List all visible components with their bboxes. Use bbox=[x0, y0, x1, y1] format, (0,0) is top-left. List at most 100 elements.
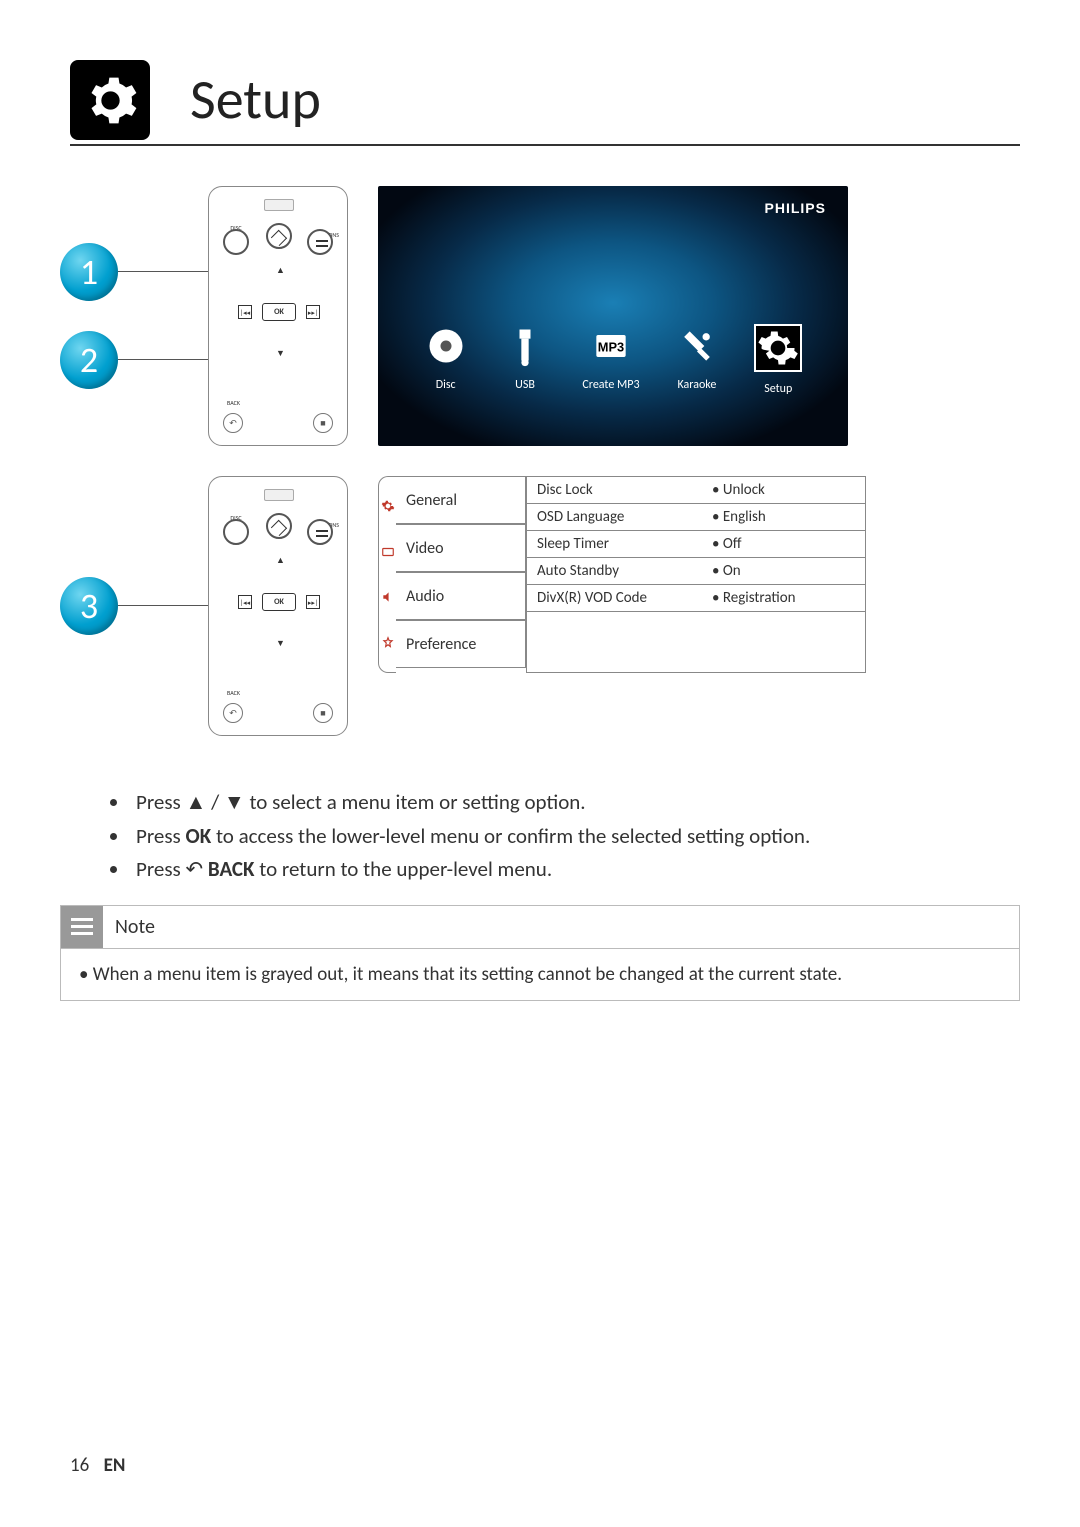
tv-item-disc: Disc bbox=[424, 324, 468, 396]
setup-gear-badge bbox=[70, 60, 150, 140]
eject-button-icon bbox=[264, 489, 294, 501]
note-box: Note When a menu item is grayed out, it … bbox=[60, 905, 1020, 1001]
tv-item-usb: USB bbox=[503, 324, 547, 396]
tv-item-label: Karaoke bbox=[677, 378, 716, 392]
page-footer: 16 EN bbox=[70, 1454, 125, 1477]
up-arrow-icon: ▲ bbox=[276, 265, 285, 276]
tab-label: General bbox=[406, 491, 457, 510]
home-button-icon bbox=[266, 513, 292, 539]
settings-tab-preference: Preference bbox=[396, 620, 526, 668]
page-lang: EN bbox=[104, 1454, 126, 1477]
settings-menu-screenshot: General Video Audio Preference Disc Lock• U… bbox=[378, 476, 866, 673]
step-connector bbox=[118, 271, 208, 272]
tv-item-label: Create MP3 bbox=[582, 378, 639, 392]
remote-diagram-top: DISCMENU OPTIONS ▲ ▼ |◂◂ OK ▸▸| BACK ↶ ■ bbox=[208, 186, 348, 446]
prev-button-icon: |◂◂ bbox=[238, 305, 252, 319]
usb-icon bbox=[503, 324, 547, 368]
options-button-icon bbox=[307, 519, 333, 545]
settings-row: Sleep Timer• Off bbox=[527, 531, 865, 558]
setting-key: Sleep Timer bbox=[527, 531, 702, 557]
instruction-list: Press ▲ / ▼ to select a menu item or set… bbox=[60, 786, 1020, 887]
steps-column-top: 1 2 bbox=[60, 186, 208, 446]
tab-label: Preference bbox=[406, 635, 476, 654]
instruction-item: Press ▲ / ▼ to select a menu item or set… bbox=[130, 786, 1020, 820]
step-connector bbox=[118, 359, 208, 360]
ok-button-icon: OK bbox=[262, 593, 296, 611]
mp3-icon: MP3 bbox=[589, 324, 633, 368]
setting-value: • Off bbox=[702, 531, 865, 557]
setup-icon bbox=[754, 324, 802, 372]
row-top: 1 2 DISCMENU OPTIONS ▲ ▼ |◂◂ bbox=[60, 186, 1020, 446]
tv-menu-screenshot: PHILIPS Disc USB MP3 Create MP3 Karaoke Setup bbox=[378, 186, 848, 446]
instruction-item: Press ↶ BACK to return to the upper-leve… bbox=[130, 853, 1020, 887]
step-badge-3: 3 bbox=[60, 577, 118, 635]
setting-value: • Registration bbox=[702, 585, 865, 611]
options-button-icon bbox=[307, 229, 333, 255]
setting-value: • Unlock bbox=[702, 477, 865, 503]
dpad: ▲ ▼ |◂◂ OK ▸▸| bbox=[234, 267, 324, 357]
note-icon bbox=[61, 906, 103, 948]
video-small-icon bbox=[381, 545, 395, 559]
ok-button-icon: OK bbox=[262, 303, 296, 321]
karaoke-icon bbox=[675, 324, 719, 368]
diagram-area: 1 2 DISCMENU OPTIONS ▲ ▼ |◂◂ bbox=[60, 186, 1020, 736]
remote-diagram-bottom: DISCMENU OPTIONS ▲ ▼ |◂◂ OK ▸▸| BACK ↶ ■ bbox=[208, 476, 348, 736]
page-number: 16 bbox=[70, 1454, 89, 1477]
stop-button-icon: ■ bbox=[313, 413, 333, 433]
settings-tabs: General Video Audio Preference bbox=[396, 476, 526, 673]
pref-small-icon bbox=[381, 636, 395, 650]
setting-key: Auto Standby bbox=[527, 558, 702, 584]
eject-button-icon bbox=[264, 199, 294, 211]
step-connector bbox=[118, 605, 208, 606]
dpad: ▲ ▼ |◂◂ OK ▸▸| bbox=[234, 557, 324, 647]
note-body: When a menu item is grayed out, it means… bbox=[61, 948, 1019, 1000]
tv-item-label: Disc bbox=[436, 378, 456, 392]
settings-table: Disc Lock• UnlockOSD Language• EnglishSl… bbox=[526, 476, 866, 673]
philips-brand-label: PHILIPS bbox=[765, 200, 826, 216]
tab-label: Audio bbox=[406, 587, 444, 606]
disc-icon bbox=[424, 324, 468, 368]
settings-row: Disc Lock• Unlock bbox=[527, 477, 865, 504]
tv-item-label: Setup bbox=[764, 382, 792, 396]
gear-icon bbox=[83, 73, 138, 128]
next-button-icon: ▸▸| bbox=[306, 305, 320, 319]
setting-key: DivX(R) VOD Code bbox=[527, 585, 702, 611]
next-button-icon: ▸▸| bbox=[306, 595, 320, 609]
gear-small-icon bbox=[381, 499, 395, 513]
svg-text:MP3: MP3 bbox=[598, 340, 624, 355]
steps-column-bottom: 3 bbox=[60, 577, 208, 635]
prev-button-icon: |◂◂ bbox=[238, 595, 252, 609]
page-title: Setup bbox=[190, 66, 321, 134]
settings-tab-audio: Audio bbox=[396, 572, 526, 620]
settings-row: DivX(R) VOD Code• Registration bbox=[527, 585, 865, 612]
row-bottom: 3 DISCMENU OPTIONS ▲ ▼ |◂◂ OK ▸▸| bbox=[60, 476, 1020, 736]
setting-value: • On bbox=[702, 558, 865, 584]
up-arrow-icon: ▲ bbox=[276, 555, 285, 566]
step-badge-2: 2 bbox=[60, 331, 118, 389]
back-button-icon: ↶ bbox=[223, 703, 243, 723]
back-label: BACK bbox=[227, 399, 240, 407]
home-button-icon bbox=[266, 223, 292, 249]
settings-tab-video: Video bbox=[396, 524, 526, 572]
setting-key: Disc Lock bbox=[527, 477, 702, 503]
tv-item-mp3: MP3 Create MP3 bbox=[582, 324, 639, 396]
setting-key: OSD Language bbox=[527, 504, 702, 530]
down-arrow-icon: ▼ bbox=[276, 638, 285, 649]
page-header: Setup bbox=[70, 60, 1020, 146]
settings-tab-general: General bbox=[396, 476, 526, 524]
audio-small-icon bbox=[381, 590, 395, 604]
settings-row: OSD Language• English bbox=[527, 504, 865, 531]
disc-menu-button-icon bbox=[223, 229, 249, 255]
disc-menu-button-icon bbox=[223, 519, 249, 545]
down-arrow-icon: ▼ bbox=[276, 348, 285, 359]
stop-button-icon: ■ bbox=[313, 703, 333, 723]
tv-item-setup: Setup bbox=[754, 324, 802, 396]
settings-row: Auto Standby• On bbox=[527, 558, 865, 585]
tv-item-karaoke: Karaoke bbox=[675, 324, 719, 396]
tv-item-label: USB bbox=[515, 378, 535, 392]
tab-icon-strip bbox=[378, 476, 396, 673]
tab-label: Video bbox=[406, 539, 444, 558]
instruction-item: Press OK to access the lower-level menu … bbox=[130, 820, 1020, 854]
note-title: Note bbox=[115, 915, 155, 939]
setting-value: • English bbox=[702, 504, 865, 530]
